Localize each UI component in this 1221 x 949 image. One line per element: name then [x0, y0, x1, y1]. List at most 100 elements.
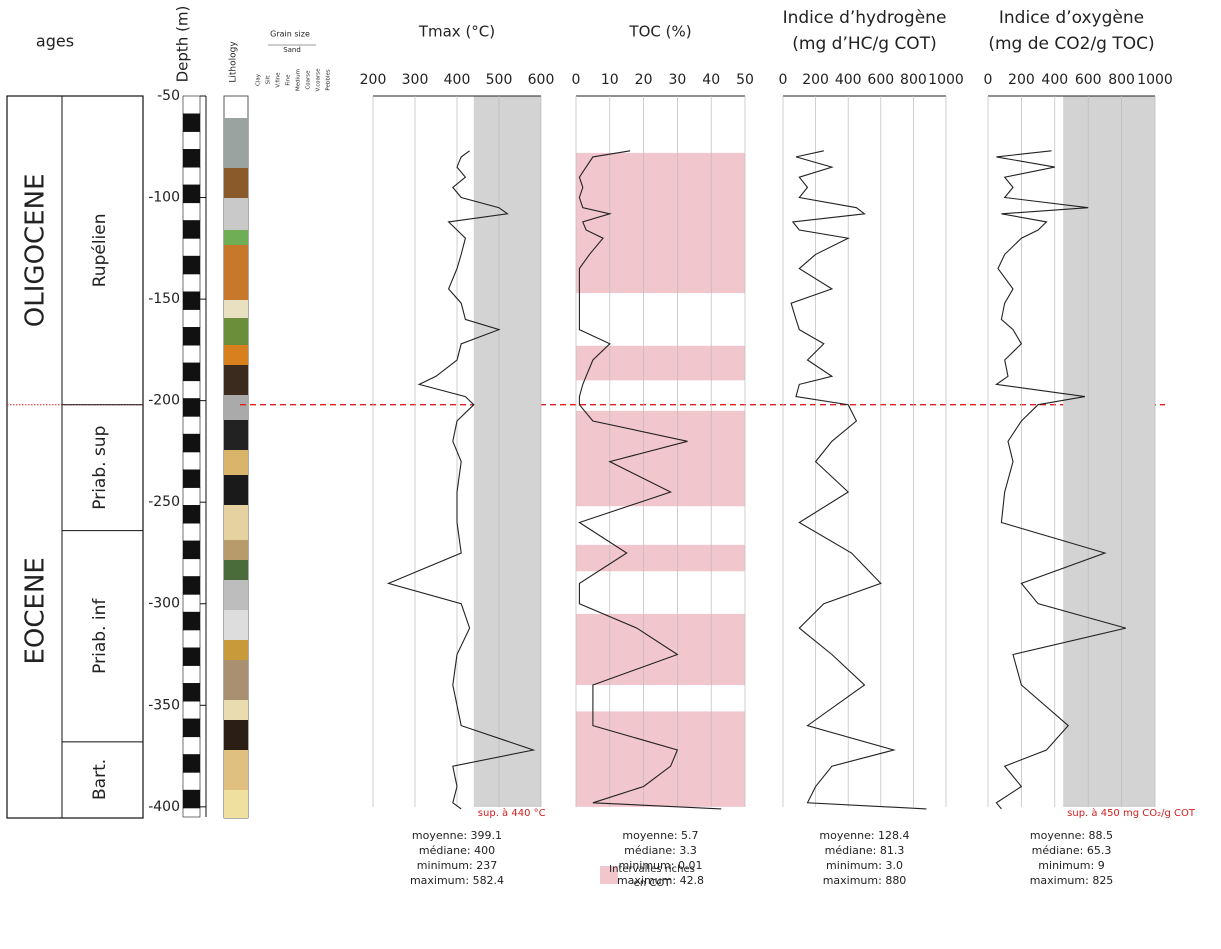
lithology-layer [224, 450, 248, 475]
lithology-layer [224, 168, 248, 198]
x-tick-label: 300 [402, 72, 429, 88]
stage-label: Priab. sup [90, 426, 110, 510]
grain-size-header: Grain size [270, 30, 310, 39]
scale-bar-block [182, 789, 201, 809]
lithology-layer [224, 750, 248, 790]
lithology-layer [224, 118, 248, 168]
scale-bar-block [182, 416, 201, 435]
lithology-layer [224, 560, 248, 580]
data-curve [790, 150, 927, 810]
lithology-layer [224, 475, 248, 505]
grain-class-label: V.coarse [316, 68, 322, 92]
lithology-layer [224, 540, 248, 560]
lithology-layer [224, 790, 248, 818]
grain-class-label: Medium [296, 69, 302, 91]
toc-interval [576, 544, 745, 572]
x-tick-label: 800 [1108, 72, 1135, 88]
depth-tick-label: -100 [148, 190, 180, 206]
scale-bar-block [182, 576, 201, 595]
lithology-layer [224, 505, 248, 540]
stat-line: maximum: 582.4 [410, 874, 504, 887]
grain-class-label: Fine [286, 74, 292, 86]
scale-bar-block [182, 398, 201, 417]
scale-bar-block [182, 487, 201, 506]
grain-class-label: V.fine [276, 72, 282, 88]
scale-bar-block [182, 629, 201, 649]
lithology-layer [224, 395, 248, 420]
scale-bar-block [182, 665, 201, 684]
grain-class-label: Coarse [306, 70, 312, 90]
x-tick-label: 0 [779, 72, 788, 88]
toc-interval [576, 613, 745, 685]
panel-title: TOC (%) [628, 23, 691, 41]
lithology-layer [224, 720, 248, 750]
lithology-header: Lithology [229, 41, 239, 83]
toc-interval [576, 152, 745, 294]
threshold-label: sup. à 450 mg CO₂/g COT [1067, 807, 1196, 819]
depth-tick-label: -150 [148, 291, 180, 307]
scale-bar-block [182, 540, 201, 560]
panel-title: Tmax (°C) [418, 23, 495, 41]
lithology-layer [224, 365, 248, 395]
lithology-layer [224, 318, 248, 345]
lithology-layer [224, 300, 248, 318]
lithology-layer [224, 245, 248, 300]
ages-header: ages [36, 32, 74, 51]
stat-line: moyenne: 128.4 [819, 829, 909, 842]
stage-label: Bart. [90, 759, 110, 800]
grain-class-label: Pebbles [326, 69, 332, 90]
scale-bar-block [182, 683, 201, 702]
x-tick-label: 600 [528, 72, 555, 88]
threshold-label: sup. à 440 °C [478, 807, 546, 819]
stat-line: médiane: 3.3 [624, 844, 697, 857]
x-tick-label: 200 [360, 72, 387, 88]
data-curve [578, 150, 722, 810]
x-tick-label: 500 [486, 72, 513, 88]
stat-line: minimum: 237 [417, 859, 497, 872]
scale-bar-block [182, 291, 201, 310]
x-tick-label: 0 [984, 72, 993, 88]
x-tick-label: 400 [1041, 72, 1068, 88]
x-tick-label: 0 [572, 72, 581, 88]
x-tick-label: 10 [601, 72, 619, 88]
scale-bar-block [182, 807, 201, 818]
ages-box [6, 95, 144, 819]
scale-bar-block [182, 95, 201, 115]
toc-interval [576, 410, 745, 507]
panel-title: (mg d’HC/g COT) [792, 34, 936, 54]
depth-label: Depth (m) [174, 6, 192, 83]
scale-bar-block [182, 362, 201, 382]
depth-tick-label: -250 [148, 494, 180, 510]
x-tick-label: 600 [1075, 72, 1102, 88]
lithology-layer [224, 580, 248, 610]
stat-line: médiane: 400 [419, 844, 495, 857]
scale-bar-block [182, 113, 201, 132]
x-tick-label: 200 [802, 72, 829, 88]
scale-bar-block [182, 327, 201, 346]
stat-line: moyenne: 399.1 [412, 829, 502, 842]
legend-text: Intervalles riches [609, 864, 695, 875]
scale-bar-block [182, 238, 201, 257]
scale-bar-block [182, 149, 201, 168]
threshold-shade [473, 96, 541, 807]
x-tick-label: 1000 [928, 72, 964, 88]
x-tick-label: 200 [1008, 72, 1035, 88]
scale-bar-block [182, 558, 201, 577]
scale-bar-block [182, 736, 201, 755]
toc-interval [576, 345, 745, 381]
stat-line: minimum: 3.0 [826, 859, 903, 872]
stat-line: minimum: 9 [1038, 859, 1104, 872]
x-tick-label: 400 [444, 72, 471, 88]
lithology-layer [224, 660, 248, 700]
stat-line: maximum: 42.8 [617, 874, 704, 887]
scale-bar-block [182, 700, 201, 720]
stat-line: moyenne: 88.5 [1030, 829, 1113, 842]
panel-title: Indice d’oxygène [999, 8, 1144, 28]
lithology-layer [224, 420, 248, 450]
sand-header: Sand [283, 46, 301, 54]
stat-line: maximum: 825 [1030, 874, 1114, 887]
data-curve [994, 150, 1126, 810]
lithology-layer [224, 198, 248, 230]
scale-bar-block [182, 718, 201, 738]
